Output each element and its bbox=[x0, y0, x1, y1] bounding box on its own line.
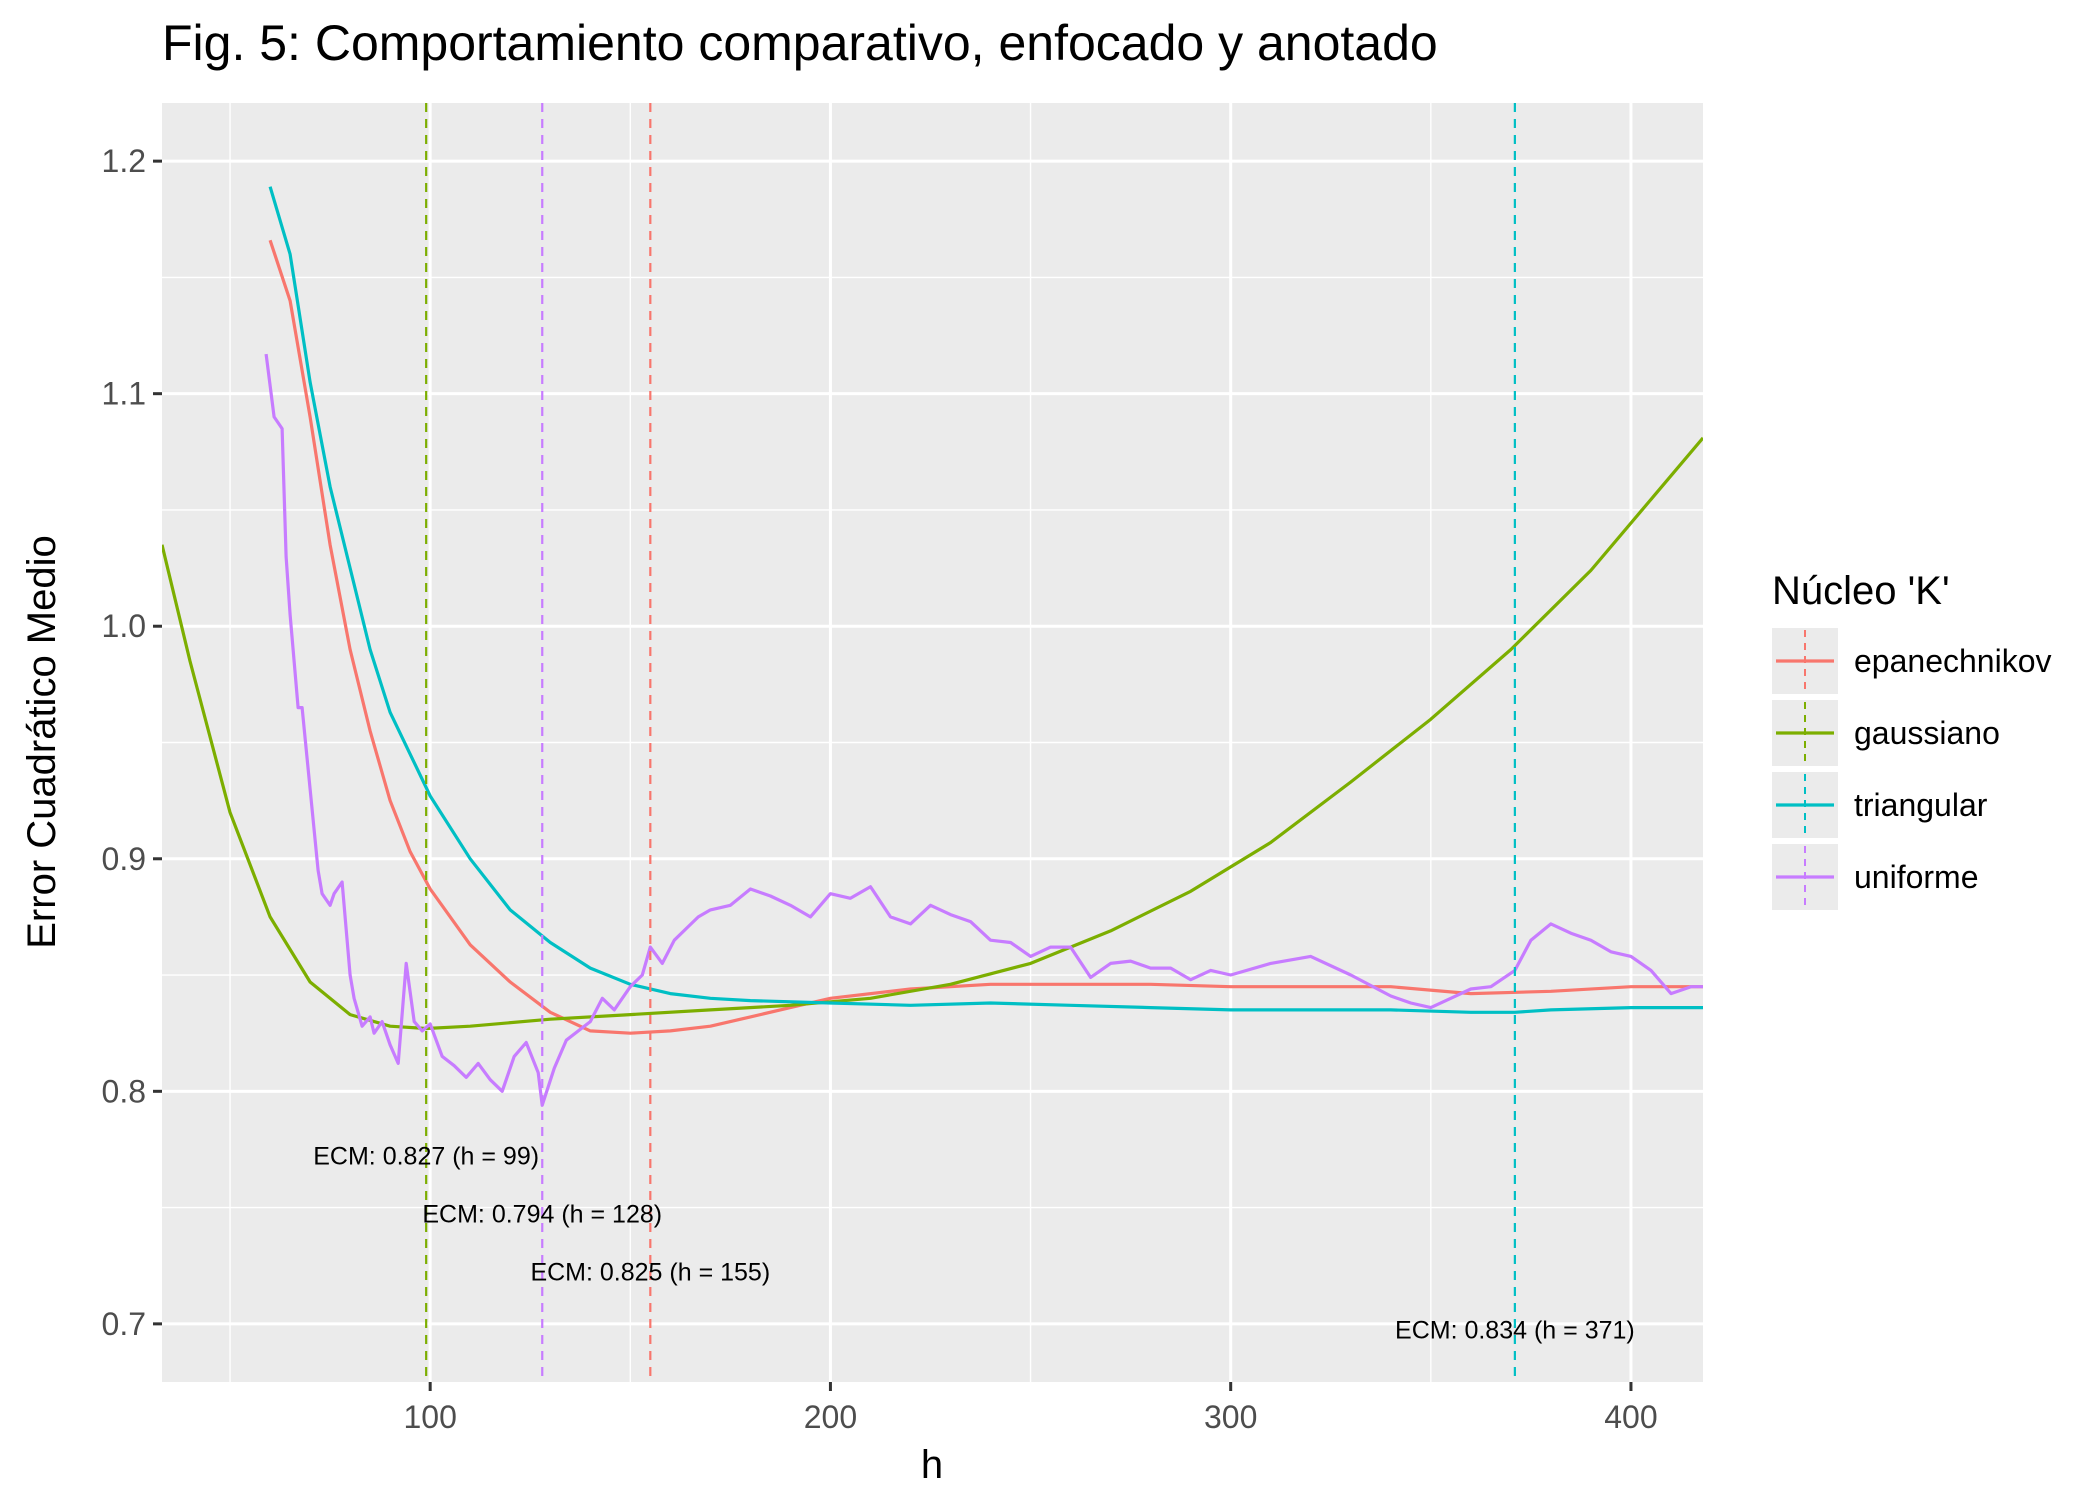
legend-title: Núcleo 'K' bbox=[1772, 569, 1950, 613]
chart-title: Fig. 5: Comportamiento comparativo, enfo… bbox=[162, 15, 1438, 71]
series-line-triangular bbox=[268, 186, 1703, 1014]
x-tick-label: 300 bbox=[1204, 1399, 1257, 1435]
y-axis: 0.7 0.8 0.9 1.0 1.1 1.2 bbox=[102, 143, 162, 1342]
annotation-label: ECM: 0.827 (h = 99) bbox=[313, 1142, 539, 1170]
legend-label-gaussiano: gaussiano bbox=[1854, 715, 2000, 751]
y-tick-label: 1.0 bbox=[102, 608, 146, 644]
x-tick-label: 200 bbox=[804, 1399, 857, 1435]
y-tick-label: 1.2 bbox=[102, 143, 146, 179]
legend-label-triangular: triangular bbox=[1854, 787, 1988, 823]
legend: Núcleo 'K' epanechnikov gaussiano triangul… bbox=[1772, 569, 2051, 910]
legend-label-epanechnikov: epanechnikov bbox=[1854, 643, 2051, 679]
y-tick-label: 0.7 bbox=[102, 1306, 146, 1342]
series-line-epanechnikov bbox=[268, 239, 1703, 1035]
annotation-label: ECM: 0.825 (h = 155) bbox=[530, 1259, 770, 1287]
series-line-gaussiano bbox=[162, 436, 1703, 1031]
legend-keys: epanechnikov gaussiano triangular uniforme bbox=[1772, 628, 2051, 910]
annotation-layer: ECM: 0.827 (h = 99) ECM: 0.794 (h = 128) E… bbox=[313, 1142, 1634, 1344]
annotation-label: ECM: 0.794 (h = 128) bbox=[422, 1200, 662, 1228]
series-layer bbox=[162, 186, 1703, 1107]
vline-layer bbox=[425, 103, 1516, 1382]
y-tick-label: 0.8 bbox=[102, 1073, 146, 1109]
y-axis-label: Error Cuadrático Medio bbox=[20, 535, 64, 949]
series-line-uniforme bbox=[264, 353, 1703, 1107]
y-tick-label: 0.9 bbox=[102, 841, 146, 877]
x-tick-label: 400 bbox=[1604, 1399, 1657, 1435]
grid-minor bbox=[162, 103, 1703, 1382]
legend-label-uniforme: uniforme bbox=[1854, 859, 1979, 895]
x-axis: 100 200 300 400 bbox=[403, 1382, 1658, 1435]
y-tick-label: 1.1 bbox=[102, 376, 146, 412]
x-axis-label: h bbox=[921, 1443, 943, 1487]
annotation-label: ECM: 0.834 (h = 371) bbox=[1395, 1317, 1635, 1345]
grid-major bbox=[162, 103, 1703, 1382]
x-tick-label: 100 bbox=[403, 1399, 456, 1435]
